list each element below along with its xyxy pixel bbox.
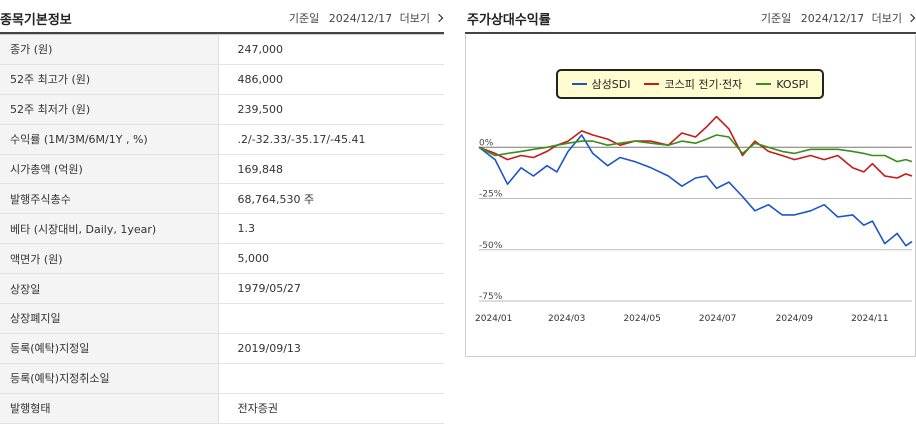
returns-chart-svg: 0% -25% -50% -75% 2024/01 2024/03 2024/05 2024/… [475, 115, 913, 324]
x-tick-label: 2024/03 [548, 314, 585, 324]
info-row: 등록(예탁)지정취소일 [0, 363, 444, 394]
info-row: 등록(예탁)지정일 2019/09/13 [0, 333, 444, 364]
info-value: 247,000 [218, 34, 444, 65]
more-label[interactable]: 더보기 [871, 12, 902, 25]
series-line-2 [478, 134, 913, 163]
legend-swatch [644, 83, 660, 85]
info-value [218, 303, 444, 334]
legend-label: 삼성SDI [591, 78, 631, 91]
info-key: 발행주식총수 [0, 183, 219, 215]
info-value: 5,000 [218, 243, 444, 275]
info-row: 시가총액 (억원) 169,848 [0, 154, 444, 185]
info-row: 액면가 (원) 5,000 [0, 243, 444, 275]
returns-title: 주가상대수익률 [467, 13, 551, 28]
info-key: 상장일 [0, 273, 219, 305]
more-label[interactable]: 더보기 [399, 12, 430, 25]
info-value: 전자증권 [218, 393, 444, 424]
y-tick-label: -75% [479, 292, 503, 302]
basic-info-panel: 종목기본정보 기준일 2024/12/17 더보기 종가 (원) 247,000 5… [0, 0, 444, 437]
legend-swatch [571, 83, 587, 85]
info-value: 239,500 [218, 94, 444, 125]
info-row: 베타 (시장대비, Daily, 1year) 1.3 [0, 213, 444, 245]
basic-info-header: 종목기본정보 기준일 2024/12/17 더보기 [0, 0, 444, 34]
info-row: 52주 최고가 (원) 486,000 [0, 64, 444, 95]
date-value: 2024/12/17 [800, 12, 865, 25]
info-key: 상장폐지일 [0, 303, 219, 334]
legend-label: KOSPI [776, 77, 809, 91]
legend-swatch [756, 83, 772, 85]
date-label: 기준일 [760, 12, 792, 25]
info-value [218, 363, 444, 394]
info-row: 종가 (원) 247,000 [0, 34, 444, 65]
chevron-right-icon[interactable] [906, 13, 916, 23]
info-value: 68,764,530 주 [218, 183, 444, 215]
chevron-right-icon[interactable] [434, 13, 444, 23]
basic-info-meta: 기준일 2024/12/17 더보기 [288, 10, 444, 26]
returns-chart: 0% -25% -50% -75% 2024/01 2024/03 2024/05 2024/… [465, 35, 916, 357]
info-key: 액면가 (원) [0, 243, 219, 275]
x-tick-label: 2024/07 [699, 314, 736, 324]
info-row: 52주 최저가 (원) 239,500 [0, 94, 444, 125]
info-key: 종가 (원) [0, 34, 219, 65]
more-link[interactable]: 더보기 [871, 12, 916, 25]
info-key: 수익률 (1M/3M/6M/1Y , %) [0, 124, 219, 155]
legend-label: 코스피 전기·전자 [664, 78, 743, 91]
y-tick-label: 0% [479, 138, 494, 148]
info-value: 1979/05/27 [218, 273, 444, 305]
x-tick-label: 2024/09 [776, 314, 814, 324]
basic-info-title: 종목기본정보 [0, 13, 72, 28]
x-tick-label: 2024/11 [851, 314, 888, 324]
chart-legend: 삼성SDI 코스피 전기·전자 KOSPI [556, 69, 824, 99]
info-row: 상장일 1979/05/27 [0, 273, 444, 305]
returns-header: 주가상대수익률 기준일 2024/12/17 더보기 [465, 0, 916, 34]
info-key: 시가총액 (억원) [0, 154, 219, 185]
info-row: 수익률 (1M/3M/6M/1Y , %) .2/-32.33/-35.17/-4… [0, 124, 444, 155]
date-value: 2024/12/17 [328, 12, 393, 25]
info-key: 발행형태 [0, 393, 219, 424]
y-tick-label: -25% [479, 190, 503, 200]
info-row: 발행형태 전자증권 [0, 393, 444, 424]
date-label: 기준일 [288, 12, 320, 25]
y-tick-label: -50% [479, 241, 503, 251]
info-key: 52주 최저가 (원) [0, 94, 219, 125]
series-line-0 [478, 134, 913, 247]
info-key: 베타 (시장대비, Daily, 1year) [0, 213, 219, 245]
series-line-1 [478, 115, 913, 179]
info-key: 등록(예탁)지정일 [0, 333, 219, 364]
info-key: 52주 최고가 (원) [0, 64, 219, 95]
x-tick-label: 2024/05 [623, 314, 660, 324]
info-value: 2019/09/13 [218, 333, 444, 364]
info-row: 발행주식총수 68,764,530 주 [0, 183, 444, 215]
info-row: 상장폐지일 [0, 303, 444, 334]
info-value: 169,848 [218, 154, 444, 185]
info-key: 등록(예탁)지정취소일 [0, 363, 219, 394]
more-link[interactable]: 더보기 [399, 12, 444, 25]
basic-info-table: 종가 (원) 247,000 52주 최고가 (원) 486,000 52주 최저가 (… [0, 34, 444, 424]
info-value: 1.3 [218, 213, 444, 245]
relative-returns-panel: 주가상대수익률 기준일 2024/12/17 더보기 0% -25% -50% -75… [465, 0, 916, 437]
legend-item[interactable]: KOSPI [756, 78, 808, 91]
returns-meta: 기준일 2024/12/17 더보기 [760, 10, 916, 26]
legend-item[interactable]: 삼성SDI [571, 76, 631, 92]
info-value: .2/-32.33/-35.17/-45.41 [218, 124, 444, 155]
legend-item[interactable]: 코스피 전기·전자 [644, 76, 742, 92]
info-value: 486,000 [218, 64, 444, 95]
x-tick-label: 2024/01 [475, 314, 512, 324]
